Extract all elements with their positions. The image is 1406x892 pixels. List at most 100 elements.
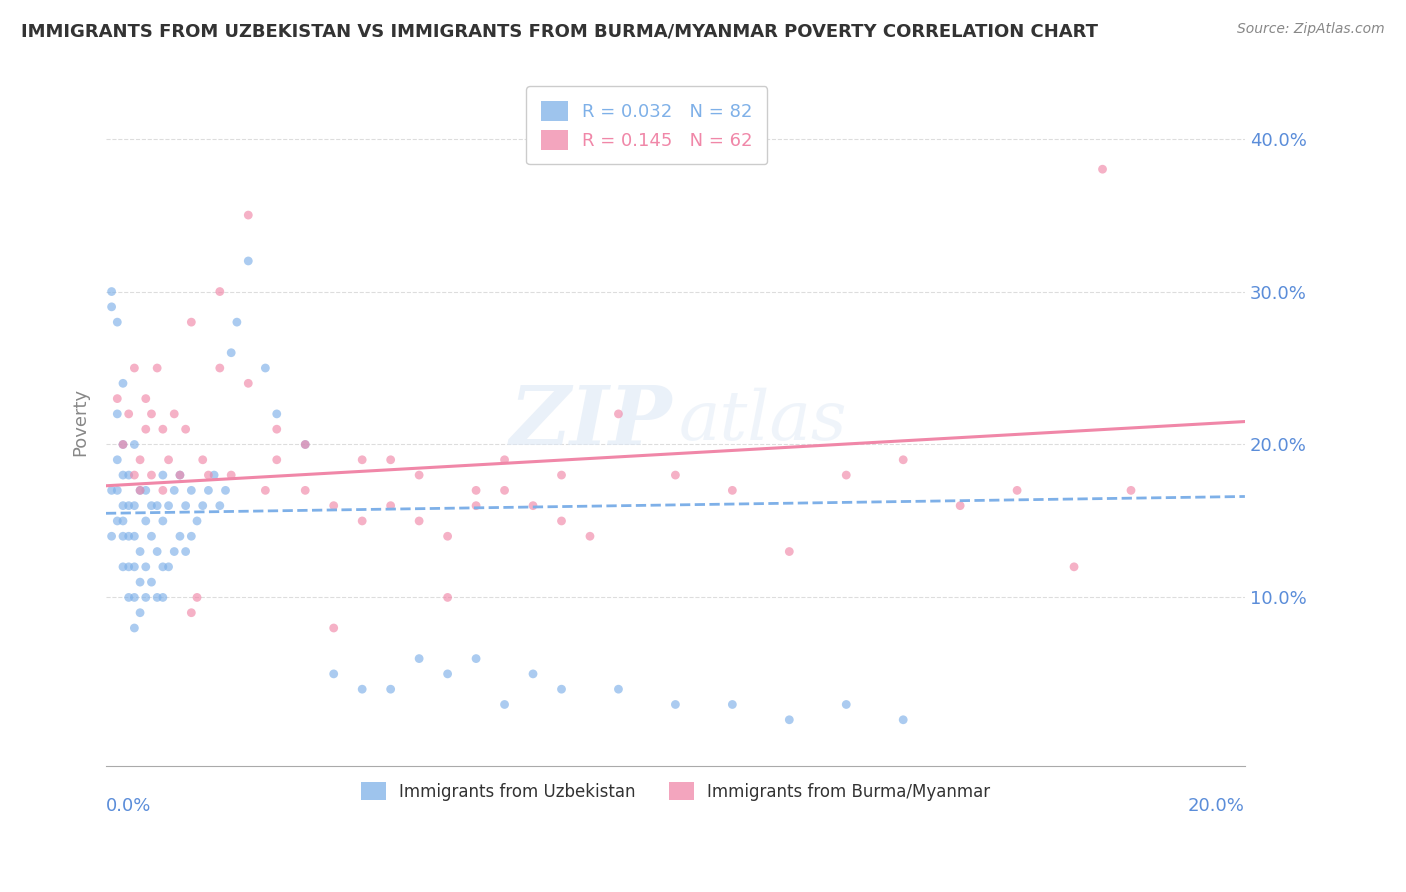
Point <box>118 529 141 543</box>
Point <box>208 499 231 513</box>
Point <box>522 666 544 681</box>
Point <box>163 483 186 498</box>
Point <box>778 713 800 727</box>
Point <box>238 376 260 391</box>
Point <box>380 452 402 467</box>
Point <box>111 376 134 391</box>
Text: atlas: atlas <box>679 388 848 455</box>
Point <box>1063 559 1085 574</box>
Point <box>111 437 134 451</box>
Point <box>294 437 316 451</box>
Point <box>436 666 458 681</box>
Point <box>550 468 572 483</box>
Point <box>891 452 914 467</box>
Point <box>352 452 374 467</box>
Point <box>174 499 197 513</box>
Point <box>465 651 488 665</box>
Point <box>152 591 174 605</box>
Point <box>174 422 197 436</box>
Point <box>180 315 202 329</box>
Point <box>266 422 288 436</box>
Point <box>294 483 316 498</box>
Point <box>169 468 191 483</box>
Point <box>835 698 858 712</box>
Point <box>111 529 134 543</box>
Point <box>550 682 572 697</box>
Point <box>380 499 402 513</box>
Point <box>408 651 430 665</box>
Point <box>124 437 146 451</box>
Point <box>214 483 236 498</box>
Point <box>157 452 180 467</box>
Point <box>118 468 141 483</box>
Point <box>124 621 146 635</box>
Point <box>1005 483 1028 498</box>
Point <box>202 468 225 483</box>
Text: IMMIGRANTS FROM UZBEKISTAN VS IMMIGRANTS FROM BURMA/MYANMAR POVERTY CORRELATION : IMMIGRANTS FROM UZBEKISTAN VS IMMIGRANTS… <box>21 22 1098 40</box>
Point <box>465 483 488 498</box>
Point <box>105 407 128 421</box>
Point <box>129 606 152 620</box>
Point <box>152 483 174 498</box>
Point <box>105 483 128 498</box>
Point <box>721 698 744 712</box>
Point <box>664 468 686 483</box>
Point <box>146 544 169 558</box>
Point <box>105 392 128 406</box>
Point <box>129 452 152 467</box>
Point <box>266 452 288 467</box>
Point <box>238 254 260 268</box>
Point <box>111 499 134 513</box>
Point <box>197 483 219 498</box>
Point <box>208 361 231 376</box>
Point <box>225 315 247 329</box>
Point <box>152 422 174 436</box>
Point <box>111 514 134 528</box>
Point <box>100 529 122 543</box>
Point <box>129 575 152 590</box>
Point <box>380 682 402 697</box>
Point <box>494 452 516 467</box>
Point <box>465 499 488 513</box>
Point <box>146 361 169 376</box>
Point <box>238 208 260 222</box>
Point <box>186 591 208 605</box>
Point <box>124 361 146 376</box>
Point <box>191 452 214 467</box>
Point <box>219 345 242 359</box>
Point <box>111 437 134 451</box>
Point <box>135 591 157 605</box>
Point <box>891 713 914 727</box>
Text: 0.0%: 0.0% <box>105 797 152 814</box>
Point <box>152 514 174 528</box>
Y-axis label: Poverty: Poverty <box>72 387 89 456</box>
Point <box>135 514 157 528</box>
Point <box>174 544 197 558</box>
Point <box>1119 483 1142 498</box>
Point <box>408 468 430 483</box>
Point <box>141 575 163 590</box>
Point <box>135 392 157 406</box>
Point <box>124 499 146 513</box>
Point <box>135 559 157 574</box>
Point <box>118 407 141 421</box>
Text: 20.0%: 20.0% <box>1188 797 1244 814</box>
Point <box>494 698 516 712</box>
Point <box>436 591 458 605</box>
Point <box>111 468 134 483</box>
Point <box>105 514 128 528</box>
Point <box>100 285 122 299</box>
Point <box>607 682 630 697</box>
Point <box>141 499 163 513</box>
Point <box>124 529 146 543</box>
Text: Source: ZipAtlas.com: Source: ZipAtlas.com <box>1237 22 1385 37</box>
Point <box>180 606 202 620</box>
Point <box>949 499 972 513</box>
Point <box>191 499 214 513</box>
Point <box>522 499 544 513</box>
Legend: Immigrants from Uzbekistan, Immigrants from Burma/Myanmar: Immigrants from Uzbekistan, Immigrants f… <box>353 774 998 809</box>
Point <box>129 483 152 498</box>
Point <box>105 452 128 467</box>
Point <box>579 529 602 543</box>
Point <box>163 407 186 421</box>
